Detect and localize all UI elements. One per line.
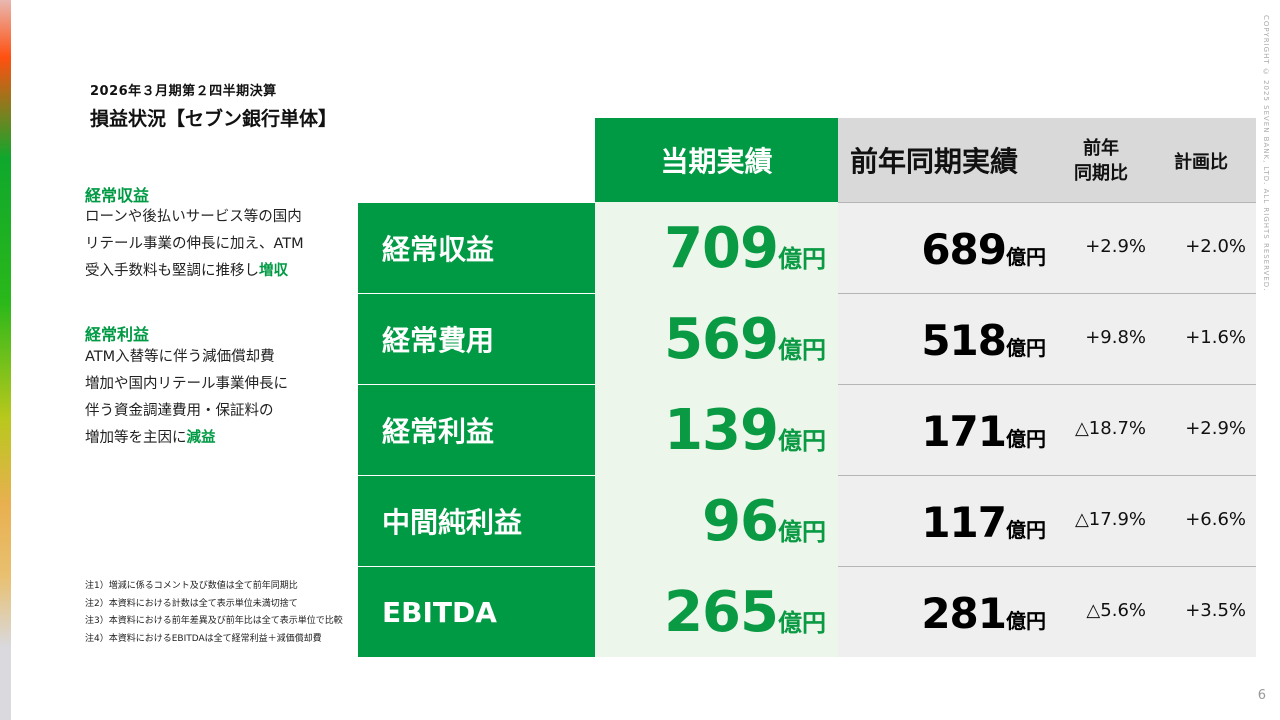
table-row: 経常費用 569億円 518億円 +9.8% +1.6% [358,293,1256,384]
body-line: 増加や国内リテール事業伸長に [85,376,288,392]
table-row: 経常収益 709億円 689億円 +2.9% +2.0% [358,202,1256,293]
yoy-change: △17.9% [1074,509,1146,530]
row-label: EBITDA [358,566,595,657]
current-value: 139億円 [595,384,838,475]
unit: 億円 [778,336,826,364]
section-heading-revenue: 経常収益 [85,186,150,205]
previous-amount: 689 [921,225,1007,274]
footnote: 注1）増減に係るコメント及び数値は全て前年同期比 [85,581,298,591]
section-heading-profit: 経常利益 [85,325,150,344]
yoy-change: +2.9% [1085,236,1146,257]
header-yoy-line1: 前年 [1083,138,1119,159]
previous-amount: 518 [921,316,1007,365]
previous-cell: 689億円 +2.9% +2.0% [838,202,1256,293]
unit: 億円 [778,518,826,546]
plan-change: +2.9% [1185,418,1246,439]
previous-amount: 281 [921,589,1007,638]
report-subtitle: 2026年３月期第２四半期決算 [90,84,277,99]
unit: 億円 [778,609,826,637]
body-line: ATM入替等に伴う減価償却費 [85,349,275,365]
page-number: 6 [1257,688,1266,703]
page-title: 損益状況【セブン銀行単体】 [90,108,338,130]
highlight-text: 減益 [186,430,216,446]
current-amount: 96 [702,489,779,554]
body-line: 受入手数料も堅調に推移し [85,263,259,279]
footnotes: 注1）増減に係るコメント及び数値は全て前年同期比 注2）本資料における計数は全て… [85,578,343,648]
previous-value: 171億円 [921,407,1046,456]
previous-value: 117億円 [921,498,1046,547]
header-previous-group: 前年同期実績 前年同期比 計画比 [838,118,1256,202]
decorative-gradient-strip [0,0,11,720]
current-value: 709億円 [595,202,838,293]
highlight-text: 増収 [259,263,288,279]
previous-value: 689億円 [921,225,1046,274]
previous-cell: 117億円 △17.9% +6.6% [838,475,1256,566]
plan-change: +1.6% [1185,327,1246,348]
footnote: 注2）本資料における計数は全て表示単位未満切捨て [85,598,298,609]
footnote: 注3）本資料における前年差異及び前年比は全て表示単位で比較 [85,616,343,626]
current-amount: 709 [664,216,779,281]
body-line: リテール事業の伸長に加え、ATM [85,236,304,252]
previous-amount: 117 [921,498,1007,547]
row-label: 経常費用 [358,293,595,384]
yoy-change: △5.6% [1086,600,1146,621]
section-body-revenue: ローンや後払いサービス等の国内 リテール事業の伸長に加え、ATM 受入手数料も堅… [85,204,304,285]
table-row: EBITDA 265億円 281億円 △5.6% +3.5% [358,566,1256,657]
header-yoy-line2: 同期比 [1074,163,1128,184]
header-plan: 計画比 [1174,152,1228,173]
previous-value: 281億円 [921,589,1046,638]
current-amount: 265 [664,580,779,645]
yoy-change: +9.8% [1085,327,1146,348]
body-line: 伴う資金調達費用・保証料の [85,403,274,419]
unit: 億円 [778,245,826,273]
row-label: 中間純利益 [358,475,595,566]
unit: 億円 [778,427,826,455]
plan-change: +6.6% [1185,509,1246,530]
previous-cell: 518億円 +9.8% +1.6% [838,293,1256,384]
unit: 億円 [1006,518,1046,542]
unit: 億円 [1006,427,1046,451]
header-yoy: 前年 同期比 [1074,136,1128,186]
row-label: 経常収益 [358,202,595,293]
current-amount: 139 [664,398,779,463]
previous-cell: 281億円 △5.6% +3.5% [838,566,1256,657]
table-row: 中間純利益 96億円 117億円 △17.9% +6.6% [358,475,1256,566]
row-label: 経常利益 [358,384,595,475]
previous-cell: 171億円 △18.7% +2.9% [838,384,1256,475]
yoy-change: △18.7% [1074,418,1146,439]
header-current: 当期実績 [595,118,838,202]
unit: 億円 [1006,609,1046,633]
section-body-profit: ATM入替等に伴う減価償却費 増加や国内リテール事業伸長に 伴う資金調達費用・保… [85,344,288,452]
plan-change: +2.0% [1185,236,1246,257]
body-line: ローンや後払いサービス等の国内 [85,209,302,225]
unit: 億円 [1006,336,1046,360]
previous-amount: 171 [921,407,1007,456]
body-line: 増加等を主因に [85,430,187,446]
previous-value: 518億円 [921,316,1046,365]
copyright: COPYRIGHT © 2025 SEVEN BANK, LTD. ALL RI… [1262,15,1270,292]
current-amount: 569 [664,307,779,372]
footnote: 注4）本資料におけるEBITDAは全て経常利益＋減価償却費 [85,633,322,644]
table-row: 経常利益 139億円 171億円 △18.7% +2.9% [358,384,1256,475]
current-value: 265億円 [595,566,838,657]
unit: 億円 [1006,245,1046,269]
current-value: 569億円 [595,293,838,384]
current-value: 96億円 [595,475,838,566]
header-previous: 前年同期実績 [850,145,1019,178]
plan-change: +3.5% [1185,600,1246,621]
